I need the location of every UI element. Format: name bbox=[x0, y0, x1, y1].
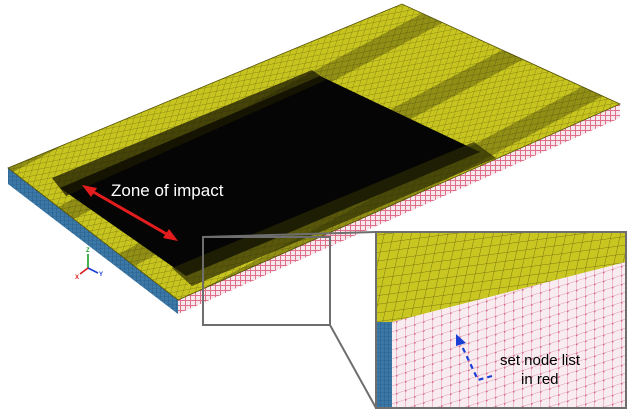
impact-zone-fringe-right bbox=[172, 142, 496, 286]
triad-y-label: Y bbox=[99, 272, 103, 278]
node-list-label-line1: set node list bbox=[500, 352, 581, 369]
zoom-connector-bottom bbox=[329, 324, 377, 409]
plate-front-side bbox=[178, 104, 620, 314]
inset-top-surface bbox=[376, 232, 626, 322]
impact-zone-fringe-left bbox=[52, 70, 326, 196]
zoom-source-frame bbox=[202, 236, 331, 326]
axis-triad-icon: X Y Z bbox=[75, 248, 103, 281]
impact-zone-band bbox=[60, 76, 480, 276]
node-list-label-line2: in red bbox=[521, 371, 559, 388]
plate-left-side bbox=[8, 168, 178, 314]
inset-node-face bbox=[392, 262, 626, 408]
triad-x-label: X bbox=[75, 275, 79, 281]
zoom-connector-top bbox=[202, 231, 377, 238]
zoom-inset bbox=[375, 231, 627, 409]
inset-blue-side bbox=[376, 322, 392, 408]
node-list-arrow bbox=[456, 334, 493, 382]
zone-of-impact-label: Zone of impact bbox=[111, 181, 224, 200]
zone-arrow bbox=[82, 185, 178, 241]
zoom-inset-frame bbox=[375, 231, 627, 409]
triad-z-label: Z bbox=[86, 248, 90, 254]
